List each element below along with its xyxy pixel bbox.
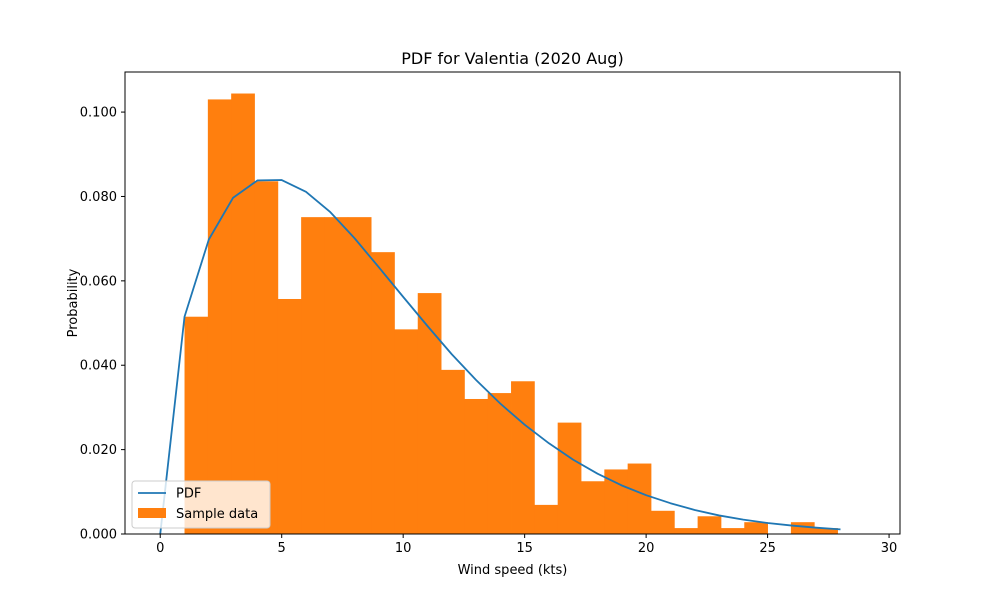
histogram-bar	[627, 463, 652, 534]
histogram-bar	[254, 181, 279, 534]
y-tick-label: 0.100	[80, 106, 117, 121]
histogram-bars	[184, 93, 838, 535]
histogram-bar	[207, 99, 232, 535]
y-tick-label: 0.000	[80, 528, 117, 543]
histogram-bar	[231, 93, 255, 534]
histogram-bar	[534, 504, 559, 534]
histogram-bar	[697, 516, 722, 534]
legend-label-sample: Sample data	[176, 507, 258, 522]
histogram-bar	[744, 522, 768, 534]
y-axis: 0.000 0.020 0.040 0.060 0.080 0.100	[80, 106, 125, 543]
legend: PDF Sample data	[131, 480, 271, 529]
x-axis-title: Wind speed (kts)	[458, 563, 568, 578]
histogram-bar	[277, 298, 302, 534]
histogram-bar	[301, 217, 325, 535]
y-tick-label: 0.020	[80, 443, 117, 458]
histogram-bar	[557, 422, 582, 534]
y-tick-label: 0.060	[80, 274, 117, 289]
histogram-bar	[464, 398, 489, 534]
x-tick-label: 20	[638, 541, 655, 556]
histogram-bar	[441, 369, 465, 534]
x-tick-label: 5	[278, 541, 286, 556]
histogram-bar	[581, 481, 605, 534]
histogram-bar	[184, 316, 209, 534]
histogram-bar	[650, 510, 675, 534]
x-axis: 0 5 10 15 20 25 30	[156, 534, 897, 556]
histogram-bar	[347, 217, 372, 535]
histogram-bar	[674, 528, 699, 534]
histogram-bar	[720, 528, 745, 534]
chart-title: PDF for Valentia (2020 Aug)	[401, 49, 623, 68]
x-tick-label: 10	[395, 541, 412, 556]
pdf-line	[159, 179, 841, 535]
x-tick-label: 30	[881, 541, 898, 556]
histogram-bar	[417, 293, 442, 534]
histogram-bar	[394, 329, 419, 534]
histogram-bar	[511, 381, 535, 534]
legend-label-pdf: PDF	[176, 487, 201, 502]
histogram-bar	[371, 252, 395, 534]
y-tick-label: 0.080	[80, 190, 117, 205]
x-tick-label: 0	[156, 541, 164, 556]
pdf-line-layer	[159, 179, 841, 535]
legend-box	[131, 480, 271, 529]
plot-frame	[124, 71, 901, 535]
legend-swatch-sample	[138, 508, 166, 518]
y-axis-title: Probability	[66, 268, 81, 337]
histogram-bar	[790, 522, 815, 534]
y-tick-label: 0.040	[80, 359, 117, 374]
histogram-bar	[324, 217, 349, 535]
histogram-bar	[814, 528, 838, 534]
x-tick-label: 25	[759, 541, 776, 556]
x-tick-label: 15	[516, 541, 533, 556]
histogram-bar	[487, 393, 512, 534]
